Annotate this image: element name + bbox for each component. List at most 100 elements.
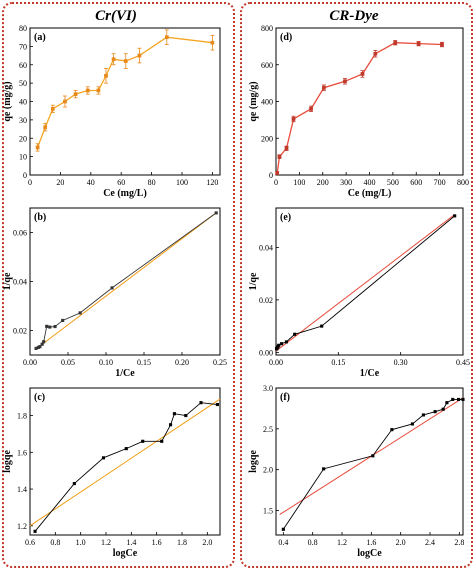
plot-frame xyxy=(275,387,464,536)
chart-b: 0.00 0.05 0.10 0.15 0.20 0.25 0.02 0.04 0.06 1/Ce… xyxy=(2,207,227,379)
data-point xyxy=(72,482,76,486)
data-point xyxy=(416,41,421,46)
data-point xyxy=(309,107,313,111)
y-axis-title: logqe xyxy=(2,450,13,473)
data-point xyxy=(53,325,57,329)
data-point xyxy=(50,107,55,111)
data-point xyxy=(160,439,164,443)
x-tick-label: 0.45 xyxy=(456,358,470,367)
x-tick-label: 500 xyxy=(387,178,399,187)
data-point xyxy=(280,342,284,346)
data-point xyxy=(101,456,106,460)
plot-frame xyxy=(275,27,464,176)
data-point xyxy=(322,85,326,90)
y-axis-title: logqe xyxy=(248,450,259,473)
y-tick-label: 0.00 xyxy=(259,348,273,357)
data-point xyxy=(360,72,365,76)
x-tick-label: 800 xyxy=(457,178,469,187)
data-point xyxy=(104,73,108,78)
data-point xyxy=(124,447,128,451)
data-point xyxy=(441,407,445,411)
data-point xyxy=(199,401,203,405)
y-tick-label: 0.04 xyxy=(13,278,27,287)
x-tick-label: 1.2 xyxy=(337,538,347,547)
panel-label: (d) xyxy=(280,32,292,43)
data-point xyxy=(320,324,324,328)
x-tick-label: 0.05 xyxy=(61,358,75,367)
data-point xyxy=(291,117,296,121)
data-point xyxy=(410,422,414,426)
right-column-frame xyxy=(240,2,473,568)
left-column-frame xyxy=(2,2,235,568)
x-tick-label: 0.10 xyxy=(99,358,113,367)
data-point xyxy=(453,214,457,218)
y-tick-label: 0.04 xyxy=(259,243,273,252)
y-tick-label: 400 xyxy=(261,98,273,107)
series-line xyxy=(282,398,463,530)
data-point xyxy=(440,42,444,47)
data-point xyxy=(35,145,40,150)
y-tick-label: 40 xyxy=(19,98,27,107)
fit-line xyxy=(275,214,455,352)
data-point xyxy=(43,125,48,130)
x-tick-label: 200 xyxy=(317,178,329,187)
data-point xyxy=(184,414,188,418)
data-point xyxy=(63,99,67,104)
y-tick-label: 2.5 xyxy=(263,425,273,434)
x-tick-label: 120 xyxy=(206,178,218,187)
data-point xyxy=(123,59,128,63)
x-axis-title: logCe xyxy=(113,548,138,559)
x-tick-label: 1.4 xyxy=(126,538,136,547)
x-tick-label: 0 xyxy=(28,178,32,187)
series-line xyxy=(34,402,218,532)
data-point xyxy=(210,40,215,45)
x-tick-label: 0.4 xyxy=(278,538,288,547)
y-axis-title: qe (mg/g) xyxy=(2,81,13,121)
data-point xyxy=(45,324,49,328)
data-point xyxy=(371,454,375,458)
y-tick-label: 2.0 xyxy=(263,466,273,475)
data-point xyxy=(42,340,46,344)
y-tick-label: 1.5 xyxy=(263,507,273,516)
y-tick-label: 80 xyxy=(19,24,27,33)
data-point xyxy=(38,345,42,349)
x-tick-label: 0.00 xyxy=(23,358,37,367)
x-axis-title: Ce (mg/L) xyxy=(348,188,392,199)
x-tick-label: 100 xyxy=(176,178,188,187)
x-axis-title: 1/Ce xyxy=(360,368,380,379)
plot-frame xyxy=(29,387,221,536)
data-point xyxy=(445,401,449,405)
y-tick-label: 1.6 xyxy=(17,448,27,457)
data-point xyxy=(277,343,281,347)
data-point xyxy=(461,397,465,401)
data-point xyxy=(85,88,90,93)
x-tick-label: 2.4 xyxy=(425,538,435,547)
x-axis-title: 1/Ce xyxy=(115,368,135,379)
chart-e: 0.00 0.15 0.30 0.45 0.00 0.02 0.04 1/Ce 1/qe (e) xyxy=(248,207,470,379)
y-tick-label: 800 xyxy=(261,24,273,33)
y-tick-label: 0 xyxy=(269,171,273,180)
x-tick-label: 1.6 xyxy=(152,538,162,547)
y-tick-label: 600 xyxy=(261,61,273,70)
chart-d: 0 100 200 300 400 500 600 700 800 0 200 400 600 800 Ce… xyxy=(248,24,469,199)
data-point xyxy=(343,79,347,84)
x-tick-label: 0.15 xyxy=(137,358,151,367)
x-tick-label: 1.8 xyxy=(177,538,187,547)
data-point xyxy=(277,154,282,159)
x-tick-label: 1.2 xyxy=(101,538,111,547)
panel-label: (f) xyxy=(280,392,290,403)
data-point xyxy=(96,88,101,93)
x-tick-label: 1.6 xyxy=(366,538,376,547)
data-point xyxy=(281,527,285,531)
data-point xyxy=(284,146,289,151)
x-tick-label: 40 xyxy=(87,178,95,187)
data-point xyxy=(137,53,142,58)
plot-frame xyxy=(275,207,464,356)
y-tick-label: 0.02 xyxy=(13,327,27,336)
y-axis-title: 1/qe xyxy=(2,272,13,290)
y-tick-label: 1.4 xyxy=(17,485,27,494)
x-tick-label: 300 xyxy=(340,178,352,187)
y-tick-label: 0.06 xyxy=(13,229,27,238)
x-axis-title: Ce (mg/L) xyxy=(103,188,147,199)
